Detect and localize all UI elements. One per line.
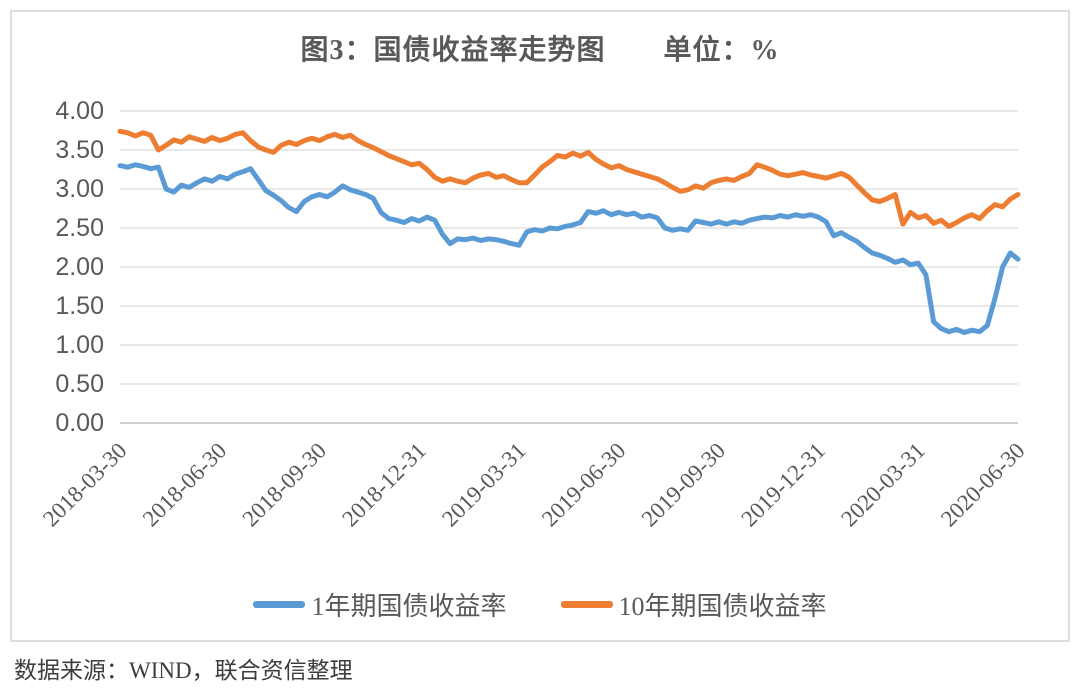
x-axis-tick-label: 2019-06-30 xyxy=(537,438,631,532)
y-axis-tick-label: 3.50 xyxy=(55,136,104,164)
y-axis-tick-label: 2.00 xyxy=(55,253,104,281)
figure-frame xyxy=(10,10,1070,642)
chart-title: 图3：国债收益率走势图 单位：% xyxy=(300,35,780,66)
y-axis-tick-label: 1.00 xyxy=(55,331,104,359)
chart-legend: 1年期国债收益率 10年期国债收益率 xyxy=(0,586,1080,623)
y-axis-tick-label: 4.00 xyxy=(55,97,104,125)
y-axis-tick-label: 0.50 xyxy=(55,370,104,398)
legend-item-1y: 1年期国债收益率 xyxy=(253,586,507,623)
x-axis-tick-label: 2020-03-31 xyxy=(836,438,930,532)
x-axis-tick-label: 2018-12-31 xyxy=(337,438,431,532)
x-axis-tick-label: 2018-09-30 xyxy=(238,438,332,532)
y-axis-tick-label: 0.00 xyxy=(55,409,104,437)
y-axis-tick-label: 2.50 xyxy=(55,214,104,242)
legend-swatch-1y-icon xyxy=(253,601,306,608)
y-axis-tick-label: 3.00 xyxy=(55,175,104,203)
legend-swatch-10y-icon xyxy=(560,601,613,608)
legend-label-10y: 10年期国债收益率 xyxy=(618,592,827,621)
source-note: 数据来源：WIND，联合资信整理 xyxy=(14,658,353,683)
x-axis-tick-label: 2019-12-31 xyxy=(736,438,830,532)
line-chart: 4.00 3.50 3.00 2.50 2.00 1.50 1.00 0.50 0.00 2018… xyxy=(38,97,1030,532)
legend-item-10y: 10年期国债收益率 xyxy=(560,586,827,623)
series-line-1y xyxy=(117,162,1021,335)
line-chart-canvas: 4.003.503.002.502.001.501.000.500.002018… xyxy=(38,97,1030,532)
series-line-10y xyxy=(117,128,1021,229)
x-axis-tick-label: 2020-06-30 xyxy=(936,438,1030,532)
legend-label-1y: 1年期国债收益率 xyxy=(311,592,507,621)
y-axis-tick-label: 1.50 xyxy=(55,292,104,320)
x-axis-tick-label: 2019-09-30 xyxy=(637,438,731,532)
x-axis-tick-label: 2019-03-31 xyxy=(437,438,531,532)
x-axis-tick-label: 2018-06-30 xyxy=(138,438,232,532)
x-axis-tick-label: 2018-03-30 xyxy=(38,438,132,532)
